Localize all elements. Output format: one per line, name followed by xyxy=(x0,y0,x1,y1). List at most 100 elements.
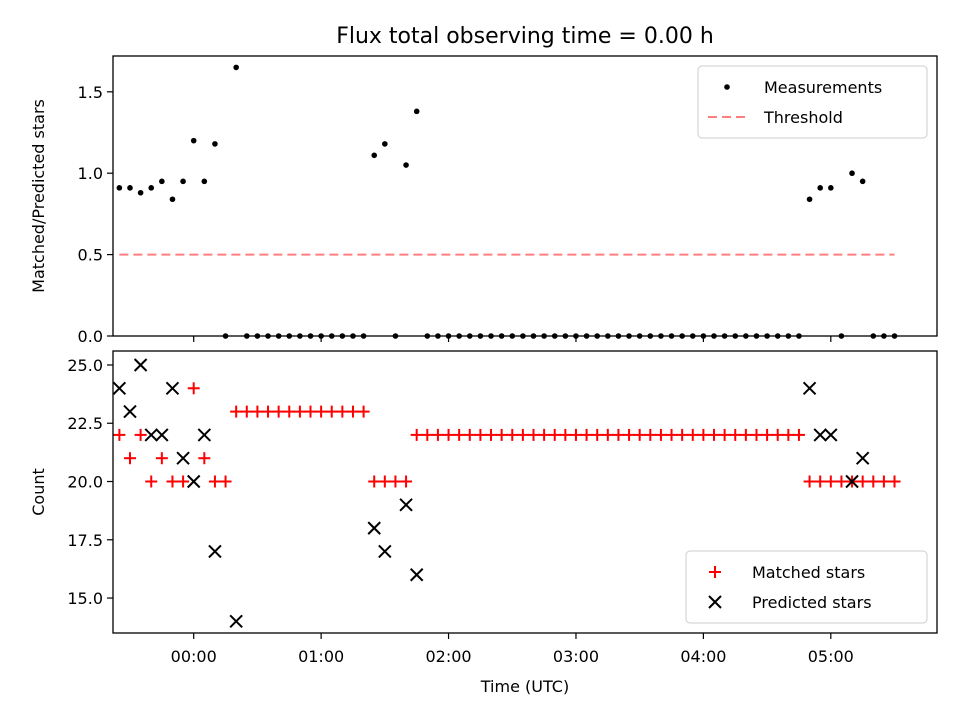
measurement-point xyxy=(371,152,378,159)
matched-star-point xyxy=(495,428,508,441)
matched-star-point xyxy=(251,405,264,418)
legend-swatch-predicted xyxy=(708,595,722,609)
matched-star-point xyxy=(283,405,296,418)
matched-star-point xyxy=(315,405,328,418)
matched-star-point xyxy=(527,428,540,441)
matched-star-point xyxy=(346,405,359,418)
top-panel: 0.0 0.5 1.0 1.5 Matched/Predicted stars Mea… xyxy=(29,55,938,346)
measurement-point xyxy=(233,64,239,71)
measurement-point xyxy=(849,170,855,177)
matched-star-point xyxy=(644,428,657,441)
matched-star-point xyxy=(400,475,413,488)
top-y-axis-label: Matched/Predicted stars xyxy=(29,99,48,293)
measurement-point xyxy=(828,185,834,191)
x-tick-label: 00:00 xyxy=(171,647,217,666)
matched-star-point xyxy=(665,428,678,441)
legend-swatch-measurements xyxy=(724,84,730,90)
legend-label: Matched stars xyxy=(752,563,865,582)
measurement-point xyxy=(212,141,218,147)
matched-star-point xyxy=(516,428,529,441)
measurement-point xyxy=(127,185,133,191)
matched-star-point xyxy=(633,428,646,441)
measurement-point xyxy=(116,185,123,191)
predicted-star-point xyxy=(802,381,817,395)
matched-star-point xyxy=(368,475,381,488)
matched-star-point xyxy=(506,428,519,441)
matched-star-point xyxy=(357,405,370,418)
measurement-point xyxy=(190,137,197,144)
y-tick-label: 0.0 xyxy=(78,327,103,346)
measurement-point xyxy=(180,178,186,185)
matched-star-point xyxy=(803,475,816,488)
predicted-star-point xyxy=(824,428,838,442)
x-tick-label: 01:00 xyxy=(298,647,344,666)
y-tick-label: 15.0 xyxy=(67,589,103,608)
measurement-point xyxy=(403,162,409,168)
bottom-legend: Matched stars Predicted stars xyxy=(685,550,928,624)
bottom-panel: 15.0 17.5 20.0 22.5 25.0 00:00 01:00 02:00 03:00… xyxy=(29,350,938,696)
matched-star-point xyxy=(569,428,582,441)
predicted-star-point xyxy=(165,381,180,395)
matched-star-point xyxy=(739,428,752,441)
legend-label: Predicted stars xyxy=(752,593,872,612)
predicted-star-point xyxy=(409,568,424,582)
predicted-star-point xyxy=(186,474,201,489)
measurement-point xyxy=(413,108,420,115)
bottom-panel-marks xyxy=(112,358,901,629)
matched-star-point xyxy=(463,428,476,441)
predicted-star-point xyxy=(133,358,148,372)
chart-title: Flux total observing time = 0.00 h xyxy=(336,24,714,49)
y-tick-label: 17.5 xyxy=(67,531,103,550)
top-panel-frame xyxy=(112,55,938,337)
matched-star-point xyxy=(378,475,391,488)
matched-star-point xyxy=(877,475,890,488)
matched-star-point xyxy=(187,382,200,395)
matched-star-point xyxy=(580,428,593,441)
measurement-point xyxy=(806,196,813,203)
x-tick-label: 04:00 xyxy=(680,647,726,666)
matched-star-point xyxy=(612,428,625,441)
matched-star-point xyxy=(389,475,402,488)
measurement-point xyxy=(859,178,866,185)
predicted-star-point xyxy=(378,544,392,559)
matched-star-point xyxy=(601,428,614,441)
y-tick-label: 1.0 xyxy=(78,164,103,183)
matched-star-point xyxy=(750,428,763,441)
matched-star-point xyxy=(208,475,221,488)
predicted-star-point xyxy=(367,521,381,535)
matched-star-point xyxy=(421,428,434,441)
bottom-y-axis-label: Count xyxy=(29,468,48,516)
matched-star-point xyxy=(198,452,211,465)
matched-star-point xyxy=(761,428,774,441)
matched-star-point xyxy=(888,475,901,488)
matched-star-point xyxy=(538,428,551,441)
legend-box xyxy=(697,65,928,139)
predicted-star-point xyxy=(855,451,870,465)
measurement-point xyxy=(159,178,165,185)
matched-star-point xyxy=(442,428,455,441)
legend-box xyxy=(685,550,928,624)
matched-star-point xyxy=(219,475,232,488)
bottom-panel-frame xyxy=(112,350,938,634)
matched-star-point xyxy=(718,428,731,441)
legend-label: Threshold xyxy=(763,108,843,127)
matched-star-point xyxy=(134,428,147,441)
matched-star-point xyxy=(814,475,827,488)
matched-star-point xyxy=(336,405,349,418)
matched-star-point xyxy=(177,475,190,488)
legend-swatch-matched xyxy=(709,566,721,578)
y-tick-label: 22.5 xyxy=(67,414,103,433)
matched-star-point xyxy=(304,405,317,418)
x-tick-label: 03:00 xyxy=(553,647,599,666)
x-tick-label: 05:00 xyxy=(808,647,854,666)
matched-star-point xyxy=(272,405,285,418)
predicted-star-point xyxy=(229,614,243,629)
predicted-star-point xyxy=(123,404,137,419)
predicted-star-point xyxy=(144,428,158,442)
matched-star-point xyxy=(623,428,636,441)
bottom-panel-axes: 15.0 17.5 20.0 22.5 25.0 00:00 01:00 02:00 03:00… xyxy=(67,356,853,666)
top-panel-axes: 0.0 0.5 1.0 1.5 xyxy=(78,83,832,346)
matched-star-point xyxy=(686,428,699,441)
legend-label: Measurements xyxy=(764,78,882,97)
